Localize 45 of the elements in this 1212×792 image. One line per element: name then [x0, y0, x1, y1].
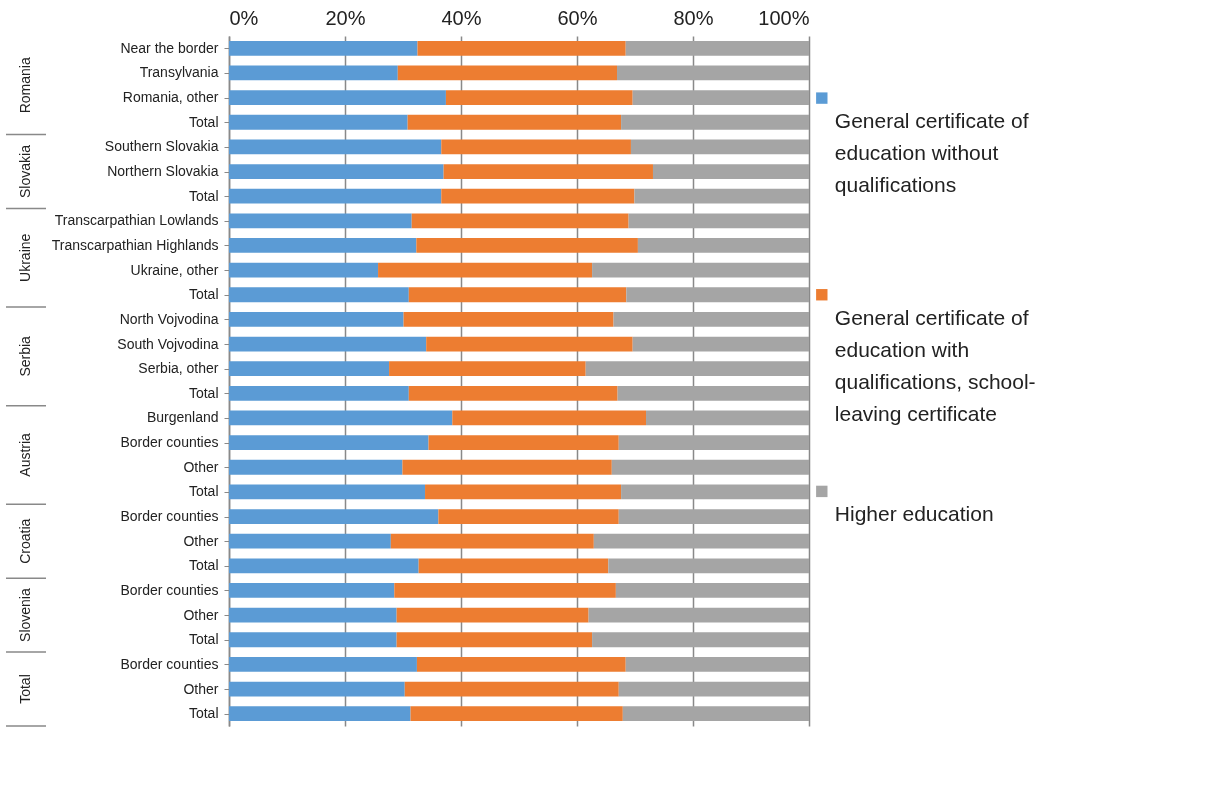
text: Slovakia [17, 144, 33, 198]
y-tick-label: Northern Slovakia [107, 163, 219, 180]
x-tick-label: 20% [325, 6, 366, 29]
y-tick-label: Southern Slovakia [104, 138, 219, 155]
y-tick-label: Total [188, 384, 219, 401]
x-tick-label: 80% [673, 6, 714, 29]
y-tick-label: Burgenland [146, 409, 219, 426]
y-tick-label: Other [183, 606, 219, 623]
y-tick-label: Near the border [120, 39, 219, 56]
y-tick-label: Other [183, 680, 219, 697]
y-tick-label: Total [188, 286, 219, 303]
y-tick-label: Total [188, 705, 219, 722]
y-tick-label: Border counties [120, 581, 219, 598]
y-tick-label: Other [183, 532, 219, 549]
y-tick-label: South Vojvodina [117, 335, 219, 352]
y-tick-label: Other [183, 458, 219, 475]
y-tick-label: Border counties [120, 508, 219, 525]
text: Total [17, 674, 33, 704]
legend-label: General certificate of education without qualifications [834, 109, 1029, 197]
x-tick-label: 100% [758, 6, 810, 29]
text: Slovenia [17, 588, 33, 642]
y-tick-label: Transylvania [139, 64, 219, 81]
y-tick-label: Serbia, other [138, 360, 219, 377]
y-tick-label: Transcarpathian Highlands [51, 236, 219, 253]
text: Austria [17, 432, 33, 477]
x-tick-label: 60% [557, 6, 598, 29]
y-tick-label: Total [188, 483, 219, 500]
x-tick-label: 40% [441, 6, 482, 29]
text: Romania [17, 57, 33, 114]
y-tick-label: Total [188, 113, 219, 130]
y-tick-label: Total [188, 557, 219, 574]
y-tick-label: Transcarpathian Lowlands [54, 212, 219, 229]
y-tick-label: Total [188, 187, 219, 204]
y-tick-label: Border counties [120, 434, 219, 451]
legend-label: Higher education [834, 502, 994, 526]
y-tick-label: North Vojvodina [119, 310, 219, 327]
y-tick-label: Ukraine, other [130, 261, 219, 278]
y-tick-label: Romania, other [122, 89, 219, 106]
text: Serbia [17, 335, 33, 377]
y-tick-label: Border counties [120, 655, 219, 672]
text: Ukraine [17, 233, 33, 282]
x-tick-label: 0% [229, 6, 259, 29]
y-tick-label: Total [188, 631, 219, 648]
legend-label: General certificate of education with qualifications, school-leaving certificate [834, 305, 1036, 425]
text: Croatia [17, 518, 33, 564]
